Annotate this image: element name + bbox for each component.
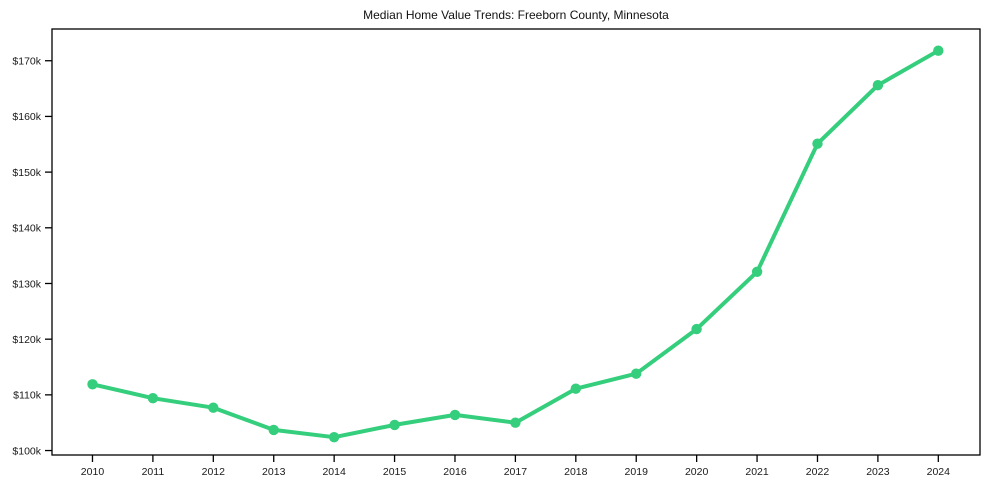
data-point-2017: [510, 417, 521, 428]
data-point-2019: [631, 368, 642, 379]
x-tick-label: 2018: [564, 466, 588, 478]
x-tick-label: 2024: [927, 466, 951, 478]
plot-border: [51, 28, 981, 456]
data-point-2011: [147, 393, 159, 404]
y-tick-label: $110k: [13, 390, 42, 402]
x-tick-label: 2020: [685, 466, 709, 478]
x-tick-label: 2014: [322, 466, 346, 478]
data-point-2015: [389, 419, 400, 431]
y-tick-label: $120k: [12, 334, 41, 346]
y-tick-label: $170k: [12, 56, 41, 68]
data-point-2022: [812, 138, 823, 149]
x-tick-label: 2023: [866, 466, 890, 478]
y-tick-label: $100k: [12, 445, 41, 457]
data-point-2013: [268, 424, 279, 436]
x-tick-label: 2021: [745, 466, 769, 478]
data-point-2018: [570, 383, 581, 394]
data-point-2014: [328, 432, 340, 443]
data-point-2020: [691, 323, 702, 335]
x-tick-label: 2012: [202, 466, 226, 478]
x-tick-label: 2010: [81, 466, 105, 478]
data-point-2024: [933, 45, 944, 56]
x-tick-label: 2013: [262, 466, 286, 478]
y-tick-label: $140k: [12, 223, 41, 235]
x-tick-label: 2022: [806, 466, 830, 478]
chart-title: Median Home Value Trends: Freeborn Count…: [363, 8, 669, 22]
y-tick-label: $130k: [12, 278, 41, 290]
data-point-2023: [872, 80, 884, 91]
x-tick-label: 2019: [625, 466, 649, 478]
line-series: [90, 48, 941, 440]
x-tick-label: 2017: [504, 466, 528, 478]
x-tick-label: 2011: [142, 466, 165, 478]
x-tick-label: 2015: [383, 466, 407, 478]
plot-area: $100k $110k $120k $130k $140k $150k $160k $170k…: [12, 28, 981, 478]
y-tick-label: $160k: [12, 111, 41, 123]
x-tick-label: 2016: [443, 466, 467, 478]
data-point-2016: [449, 409, 461, 421]
data-point-2010: [87, 379, 98, 390]
data-point-2021: [751, 266, 763, 277]
data-point-2012: [208, 402, 219, 413]
y-tick-label: $150k: [12, 167, 41, 179]
